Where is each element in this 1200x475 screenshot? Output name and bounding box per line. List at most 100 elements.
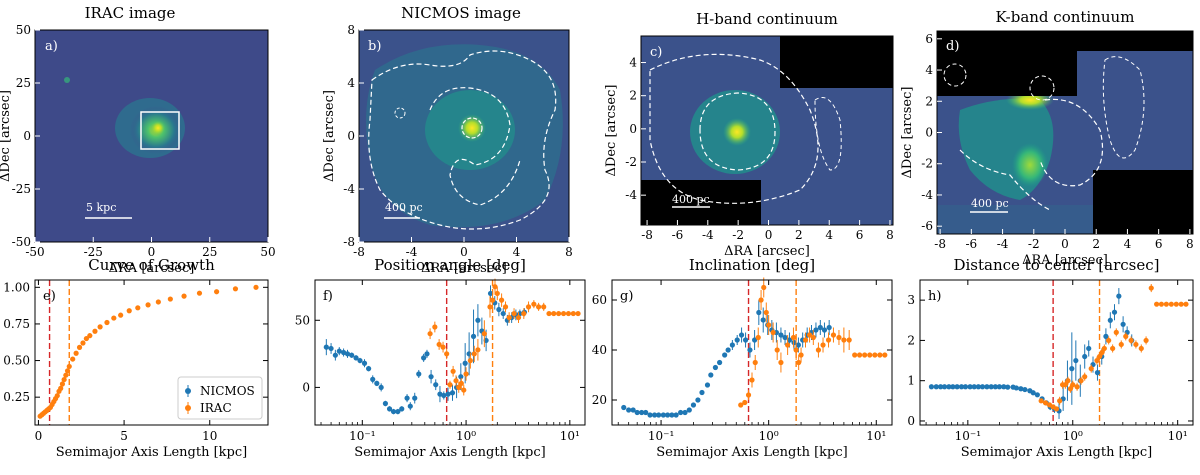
data-point: [1038, 398, 1044, 404]
data-point: [344, 351, 351, 357]
data-point: [841, 337, 847, 343]
data-point: [1030, 390, 1036, 396]
data-point: [836, 334, 842, 341]
data-point: [802, 337, 809, 343]
data-point: [766, 322, 772, 328]
panel-c-title: H-band continuum: [696, 10, 838, 28]
y-tick-label: 50: [295, 313, 310, 327]
data-point: [1057, 398, 1063, 404]
data-point: [1082, 353, 1088, 360]
data-point: [1116, 293, 1122, 299]
data-point: [996, 384, 1003, 390]
plot-area: [612, 280, 892, 425]
x-tick-label: 10⁰: [456, 429, 476, 443]
data-point: [742, 399, 748, 406]
data-point: [1178, 301, 1184, 307]
legend-marker: [185, 405, 191, 411]
data-point: [647, 412, 653, 418]
data-point: [412, 395, 418, 401]
data-point: [232, 286, 239, 292]
data-point: [386, 406, 393, 412]
data-point: [815, 347, 822, 353]
data-point: [1005, 384, 1011, 390]
y-tick-label: 0.50: [3, 354, 30, 368]
data-point: [111, 315, 117, 321]
y-tick-label: 0: [629, 122, 637, 136]
data-point: [729, 342, 735, 348]
data-point: [546, 310, 552, 317]
data-point: [167, 296, 173, 302]
data-point: [399, 406, 405, 412]
data-point: [958, 384, 965, 390]
data-point: [1013, 385, 1019, 391]
data-point: [374, 380, 380, 386]
x-tick-label: 4: [825, 228, 833, 242]
x-tick-label: 25: [202, 245, 217, 259]
data-point: [541, 304, 547, 310]
data-point: [416, 371, 422, 377]
x-tick-label: 10⁻¹: [955, 429, 981, 443]
data-point: [962, 384, 969, 390]
data-point: [1086, 345, 1092, 352]
y-tick-label: 0: [907, 414, 915, 428]
data-point: [830, 332, 837, 338]
data-point: [1034, 392, 1040, 398]
panel-d-label: d): [946, 39, 959, 54]
data-point: [58, 385, 64, 391]
data-point: [390, 408, 397, 415]
irac-field-source: [64, 77, 70, 83]
nicmos-contour-knot: [394, 107, 406, 119]
axis-ticks: 10⁻¹ 10⁰ 10¹ 0 50: [295, 280, 585, 443]
data-point: [1094, 370, 1101, 376]
data-point: [466, 351, 472, 357]
data-point: [826, 324, 832, 331]
data-point: [763, 309, 769, 316]
panel-label: e): [43, 289, 56, 304]
y-tick-label: -50: [12, 235, 31, 249]
data-point: [1053, 406, 1060, 412]
y-tick-label: 60: [592, 293, 607, 307]
data-point: [975, 384, 981, 390]
data-point: [1168, 301, 1174, 307]
data-point: [1183, 301, 1189, 307]
kband-contour-knot-a: [943, 63, 967, 87]
data-point: [54, 393, 60, 399]
legend-entry: NICMOS: [200, 384, 255, 398]
data-point: [1173, 301, 1179, 307]
x-tick-label: 6: [856, 228, 864, 242]
data-point: [499, 297, 505, 303]
scalebar-a-label: 5 kpc: [86, 201, 116, 214]
data-point: [515, 314, 522, 321]
data-point: [806, 332, 813, 338]
data-point: [353, 355, 359, 361]
data-point: [433, 382, 439, 388]
data-point: [928, 384, 935, 390]
data-point: [92, 328, 98, 334]
data-point: [950, 384, 956, 390]
data-point: [494, 290, 500, 297]
scalebar-d-label: 400 pc: [971, 197, 1009, 210]
y-tick-label: 0.75: [3, 317, 30, 331]
data-point: [1042, 400, 1049, 406]
data-point: [453, 378, 459, 384]
data-point: [328, 345, 334, 352]
data-point: [73, 350, 79, 356]
data-point: [427, 331, 433, 337]
x-tick-label: -4: [702, 228, 714, 242]
data-point: [630, 407, 636, 413]
data-point: [791, 339, 797, 346]
panel-c-hband-image: H-band continuum 400 pc c): [640, 10, 894, 226]
kband-contour-knot-b: [1029, 75, 1055, 101]
data-point: [61, 376, 67, 383]
panel-label: f): [323, 289, 333, 304]
plot-f: Position angle [deg] 10⁻¹ 10⁰ 10¹ 0 50 f) Semim…: [295, 256, 586, 460]
x-tick-label: -25: [84, 245, 103, 259]
panel-label: h): [928, 289, 941, 304]
data-point: [1106, 337, 1112, 344]
data-point: [933, 384, 939, 390]
y-tick-label: 25: [16, 76, 31, 90]
data-point: [481, 331, 487, 337]
data-point: [404, 395, 410, 401]
y-tick-label: 0.25: [3, 390, 30, 404]
nicmos-contour-core: [461, 117, 483, 139]
